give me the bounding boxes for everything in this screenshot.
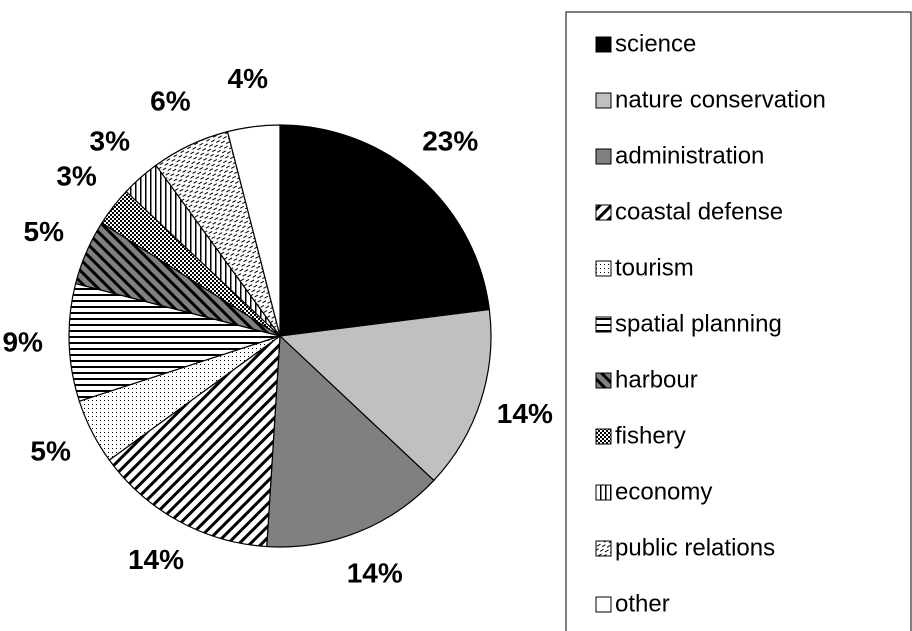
data-label: 5% <box>24 216 65 247</box>
legend-swatch <box>595 92 612 109</box>
legend-swatch <box>595 260 612 277</box>
pie-slice <box>279 124 491 337</box>
legend-label: public relations <box>615 534 775 561</box>
legend-swatch <box>595 596 612 613</box>
pie-slice <box>226 124 281 337</box>
legend-swatch <box>595 204 612 221</box>
pie-slice <box>68 282 283 402</box>
legend-box <box>565 11 912 631</box>
legend-label: other <box>615 590 670 617</box>
data-label: 3% <box>90 125 131 156</box>
legend-swatch <box>595 428 612 445</box>
pie-slice <box>278 308 492 482</box>
legend-label: fishery <box>615 422 686 449</box>
legend-swatch <box>595 540 612 557</box>
legend-label: economy <box>615 478 712 505</box>
data-label: 3% <box>56 161 97 192</box>
pie-slice <box>266 334 435 548</box>
legend-swatch <box>595 372 612 389</box>
legend-label: administration <box>615 142 764 169</box>
legend-swatch <box>595 148 612 165</box>
data-label: 9% <box>2 326 43 357</box>
data-label: 14% <box>128 544 184 575</box>
data-label: 14% <box>347 558 403 589</box>
legend-swatch <box>595 36 612 53</box>
legend-label: tourism <box>615 254 694 281</box>
legend-label: science <box>615 30 696 57</box>
data-label: 5% <box>30 435 71 466</box>
pie-slice <box>108 334 281 548</box>
legend-label: nature conservation <box>615 86 826 113</box>
legend-swatch <box>595 484 612 501</box>
legend-label: spatial planning <box>615 310 782 337</box>
data-label: 4% <box>228 63 269 94</box>
data-label: 23% <box>422 125 478 156</box>
data-label: 14% <box>497 398 553 429</box>
legend-label: coastal defense <box>615 198 783 225</box>
legend-swatch <box>595 316 612 333</box>
data-label: 6% <box>150 85 191 116</box>
legend-label: harbour <box>615 366 698 393</box>
